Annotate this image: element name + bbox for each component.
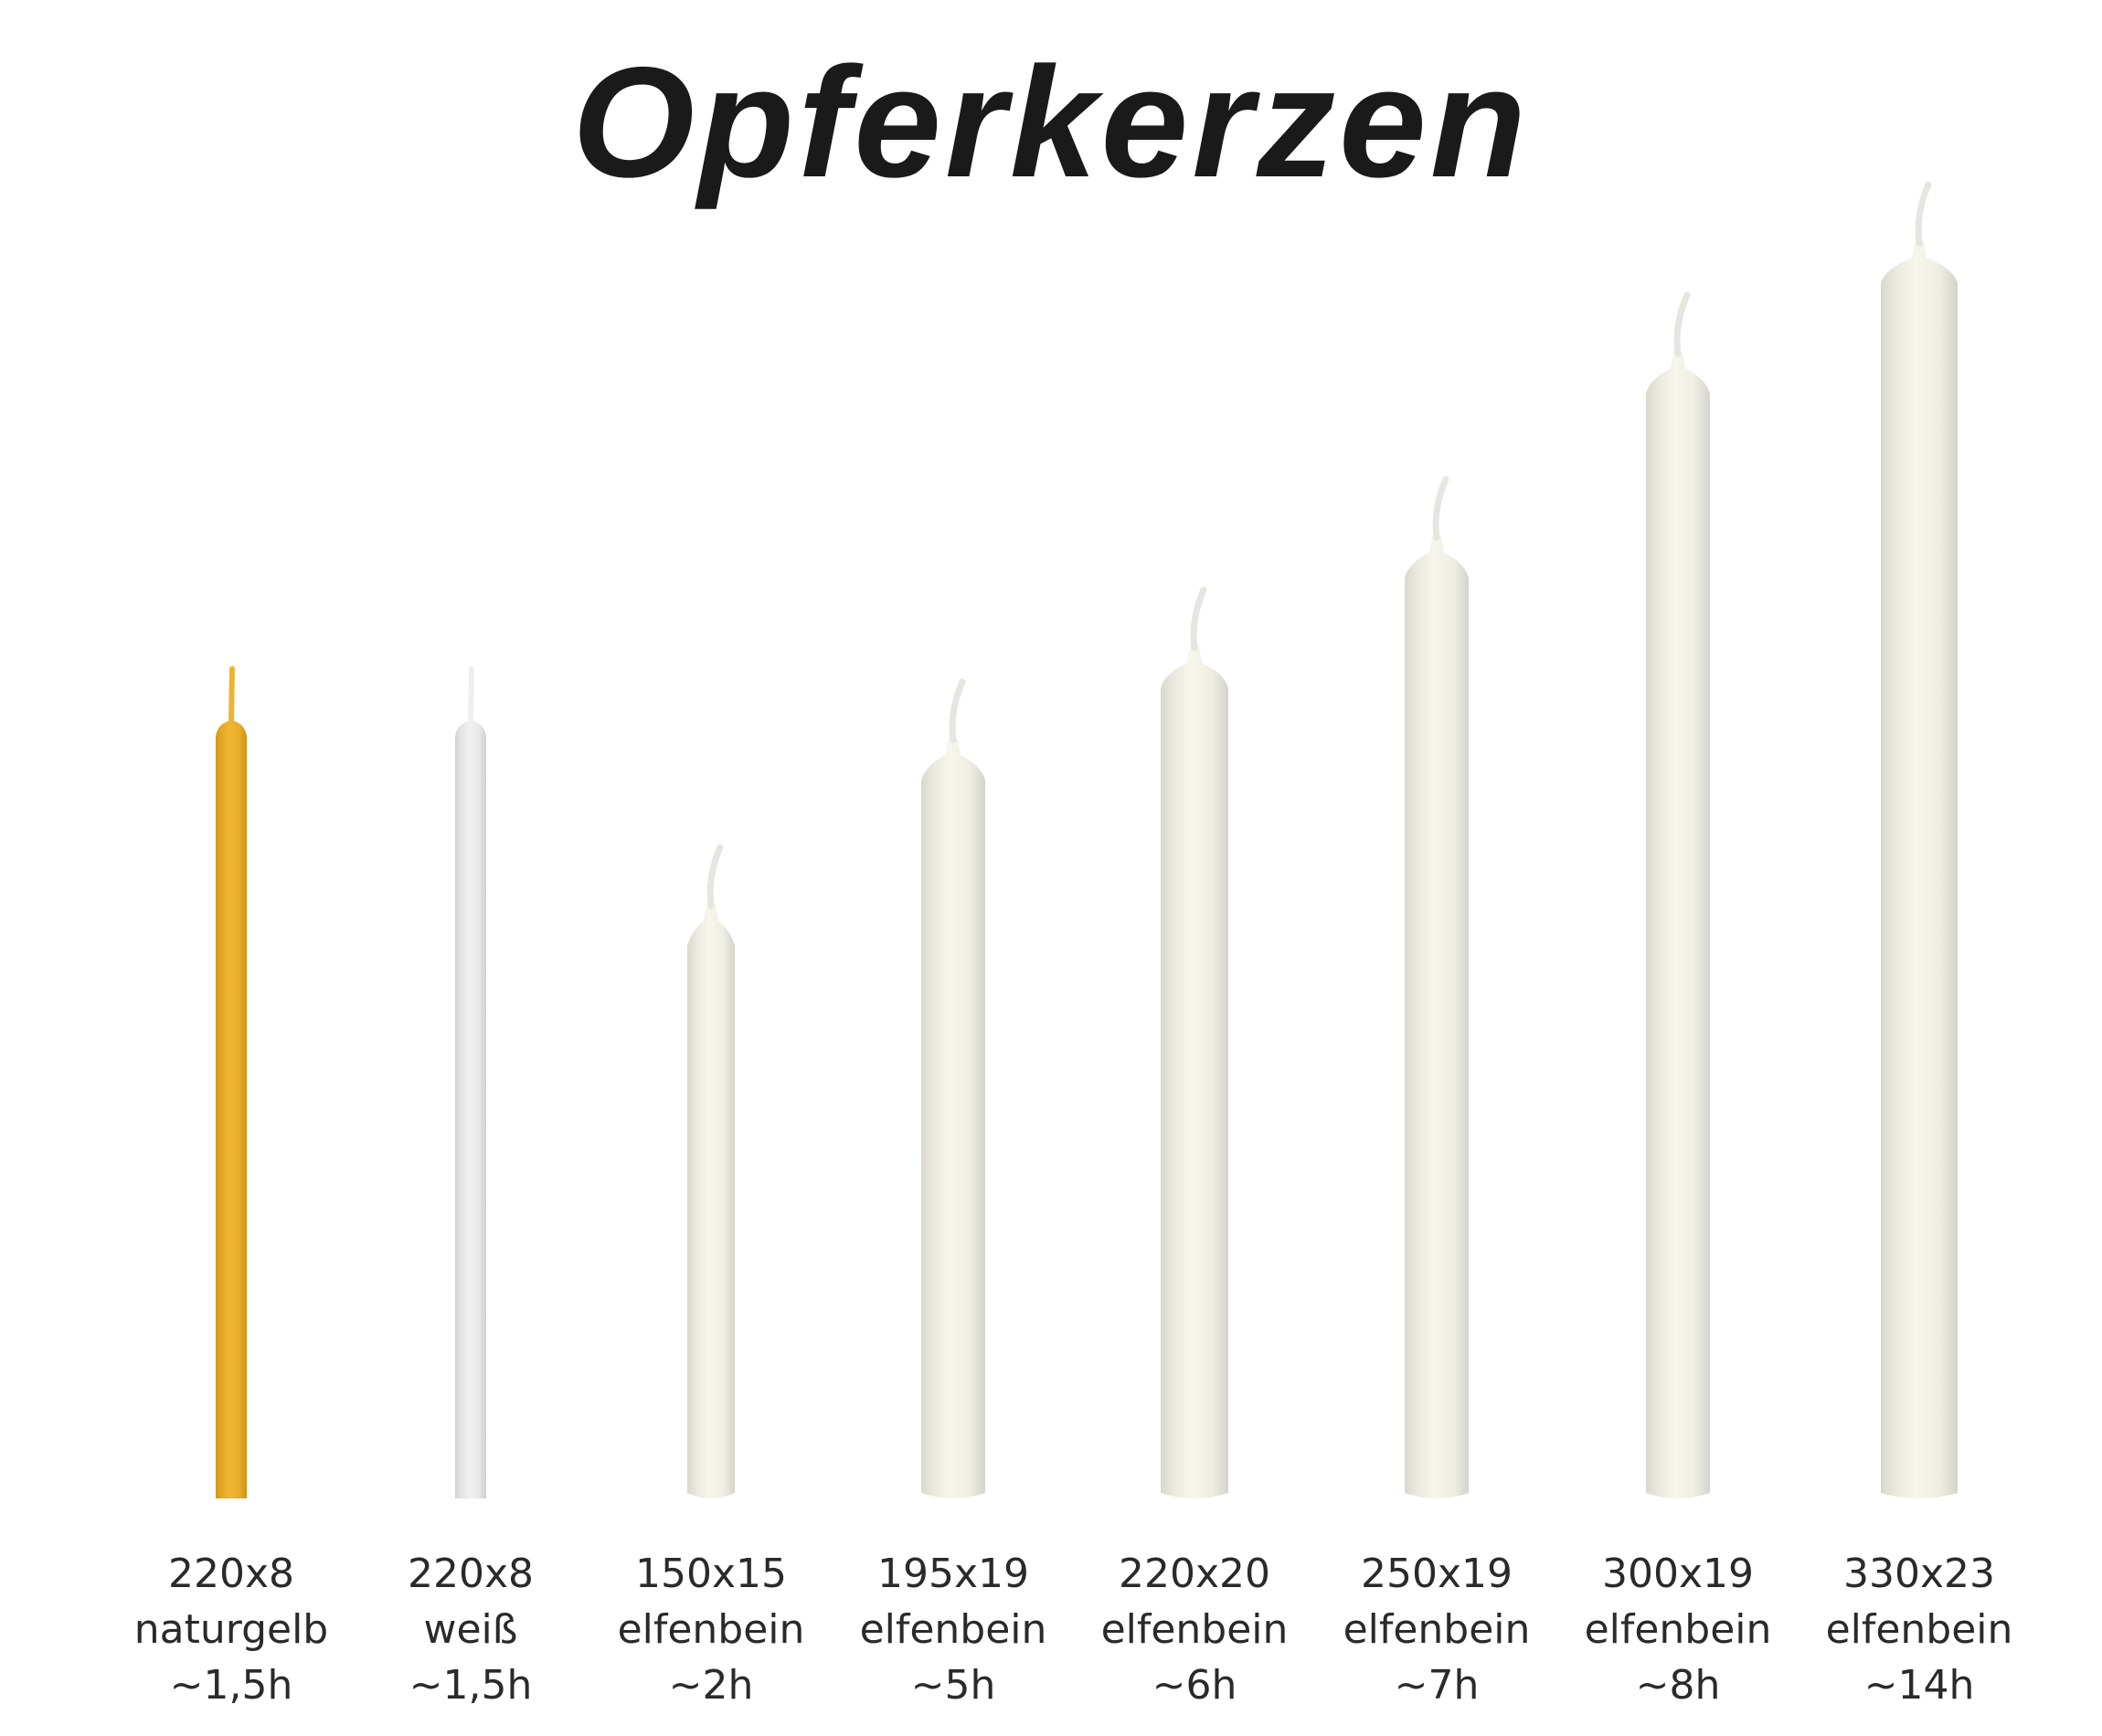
candle-burn-time: ~6h bbox=[1152, 1662, 1237, 1709]
candle-5 bbox=[1161, 586, 1228, 1498]
candle-label: 300x19 elfenbein ~8h bbox=[1559, 1546, 1797, 1713]
candle-3 bbox=[687, 844, 735, 1498]
candle-body bbox=[687, 904, 735, 1498]
candle-4 bbox=[921, 678, 985, 1498]
candle-color-name: elfenbein bbox=[1343, 1606, 1531, 1653]
candle-8 bbox=[1881, 181, 1958, 1499]
candle-color-name: naturgelb bbox=[133, 1606, 329, 1653]
candle-label: 220x8 naturgelb ~1,5h bbox=[112, 1546, 350, 1713]
candle-burn-time: ~1,5h bbox=[409, 1662, 533, 1709]
wick bbox=[1190, 586, 1207, 651]
candle-body bbox=[1881, 241, 1958, 1499]
candle-label: 220x8 weiß ~1,5h bbox=[352, 1546, 589, 1713]
candle-label: 195x19 elfenbein ~5h bbox=[834, 1546, 1072, 1713]
candle-2 bbox=[455, 666, 486, 1498]
candle-size: 330x23 bbox=[1842, 1551, 1995, 1597]
candle-label: 220x20 elfenbein ~6h bbox=[1076, 1546, 1313, 1713]
candle-label: 330x23 elfenbein ~14h bbox=[1800, 1546, 2038, 1713]
candle-color-name: elfenbein bbox=[859, 1606, 1047, 1653]
candle-burn-time: ~2h bbox=[668, 1662, 754, 1709]
candle-burn-time: ~7h bbox=[1394, 1662, 1480, 1709]
wick bbox=[706, 844, 724, 909]
candle-body bbox=[455, 720, 486, 1498]
candle-size: 220x8 bbox=[407, 1551, 534, 1597]
candle-size: 150x15 bbox=[634, 1551, 787, 1597]
candle-1 bbox=[216, 666, 247, 1498]
candle-burn-time: ~1,5h bbox=[169, 1662, 293, 1709]
candle-color-name: elfenbein bbox=[1100, 1606, 1289, 1653]
candle-label: 250x19 elfenbein ~7h bbox=[1318, 1546, 1555, 1713]
wick bbox=[468, 666, 474, 725]
candle-body bbox=[1161, 646, 1228, 1498]
candle-color-name: elfenbein bbox=[617, 1606, 805, 1653]
wick bbox=[1915, 181, 1932, 247]
candle-burn-time: ~14h bbox=[1863, 1662, 1975, 1709]
wick bbox=[949, 678, 966, 744]
candle-size: 250x19 bbox=[1360, 1551, 1513, 1597]
candle-color-name: elfenbein bbox=[1825, 1606, 2013, 1653]
wick bbox=[1673, 291, 1691, 357]
candle-size: 195x19 bbox=[876, 1551, 1029, 1597]
candle-burn-time: ~8h bbox=[1635, 1662, 1721, 1709]
candle-label: 150x15 elfenbein ~2h bbox=[592, 1546, 830, 1713]
candle-size: 220x20 bbox=[1118, 1551, 1270, 1597]
candle-color-name: elfenbein bbox=[1584, 1606, 1772, 1653]
candle-body bbox=[1646, 352, 1710, 1498]
candle-body bbox=[921, 738, 985, 1498]
page-title: Opferkerzen bbox=[572, 35, 1530, 210]
candle-size: 220x8 bbox=[167, 1551, 294, 1597]
wick bbox=[1432, 476, 1449, 541]
candle-burn-time: ~5h bbox=[910, 1662, 996, 1709]
candle-7 bbox=[1646, 291, 1710, 1498]
candle-6 bbox=[1405, 476, 1469, 1498]
candle-color-name: weiß bbox=[423, 1606, 518, 1653]
candle-body bbox=[1405, 535, 1469, 1498]
wick bbox=[228, 666, 235, 725]
candle-size: 300x19 bbox=[1601, 1551, 1754, 1597]
candle-body bbox=[216, 720, 247, 1498]
